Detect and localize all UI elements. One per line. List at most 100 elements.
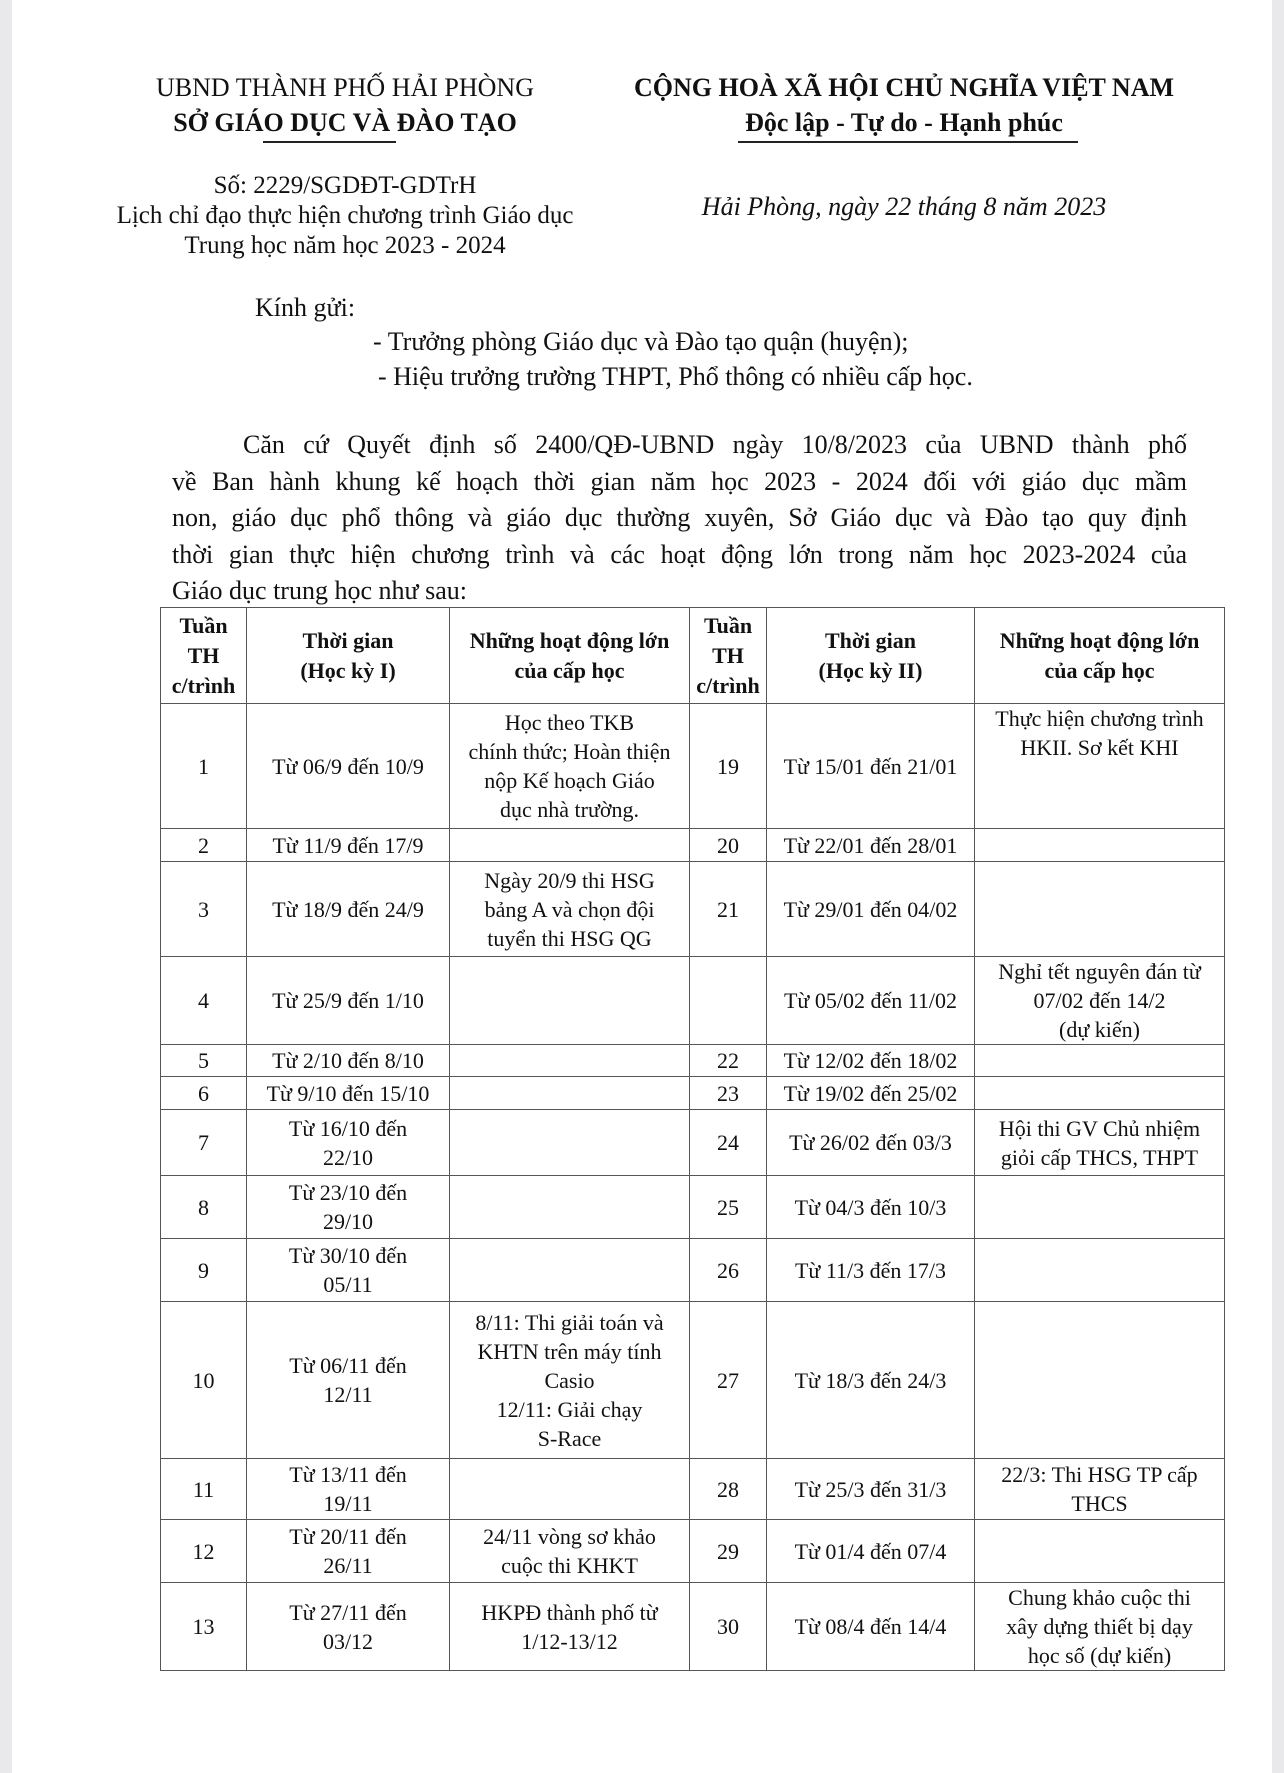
activities-hk1-cell: HKPĐ thành phố từ 1/12-13/12 — [449, 1582, 690, 1671]
schedule-table: Tuần TH c/trình Thời gian (Học kỳ I) Những… — [160, 607, 1225, 1671]
activities-hk2-cell — [974, 1301, 1225, 1459]
table-row: 9 Từ 30/10 đến 05/11 26 Từ 11/3 đến 17/3 — [160, 1238, 1225, 1302]
body-line: Căn cứ Quyết định số 2400/QĐ-UBND ngày 1… — [243, 430, 1187, 459]
week-hk2-cell: 19 — [689, 703, 767, 829]
header-activities-hk2: Những hoạt động lớn của cấp học — [974, 607, 1225, 704]
time-hk2-cell: Từ 01/4 đến 07/4 — [766, 1519, 975, 1583]
time-hk2-cell: Từ 22/01 đến 28/01 — [766, 828, 975, 862]
activities-hk1-cell — [449, 1458, 690, 1520]
table-row: 1 Từ 06/9 đến 10/9 Học theo TKB chính thức… — [160, 703, 1225, 829]
week-hk1-cell: 6 — [160, 1076, 247, 1110]
week-hk2-cell: 21 — [689, 861, 767, 957]
activities-hk1-cell: 24/11 vòng sơ khảo cuộc thi KHKT — [449, 1519, 690, 1583]
issuer-department: SỞ GIÁO DỤC VÀ ĐÀO TẠO — [173, 108, 517, 137]
activities-hk1-cell — [449, 1109, 690, 1176]
week-hk1-cell: 13 — [160, 1582, 247, 1671]
activities-hk2-cell: Hội thi GV Chủ nhiệm giỏi cấp THCS, THPT — [974, 1109, 1225, 1176]
recipient-item: - Trưởng phòng Giáo dục và Đào tạo quận … — [373, 327, 909, 356]
activities-hk2-cell: 22/3: Thi HSG TP cấp THCS — [974, 1458, 1225, 1520]
activities-hk1-cell: Ngày 20/9 thi HSG bảng A và chọn đội tuy… — [449, 861, 690, 957]
time-hk2-cell: Từ 08/4 đến 14/4 — [766, 1582, 975, 1671]
recipients-label: Kính gửi: — [255, 293, 356, 322]
table-row: 11 Từ 13/11 đến 19/11 28 Từ 25/3 đến 31/3 22… — [160, 1458, 1225, 1520]
time-hk2-cell: Từ 05/02 đến 11/02 — [766, 956, 975, 1045]
document-number: Số: 2229/SGDĐT-GDTrH — [213, 172, 477, 199]
time-hk1-cell: Từ 23/10 đến 29/10 — [246, 1175, 450, 1239]
week-hk2-cell: 25 — [689, 1175, 767, 1239]
week-hk1-cell: 9 — [160, 1238, 247, 1302]
time-hk2-cell: Từ 19/02 đến 25/02 — [766, 1076, 975, 1110]
week-hk2-cell: 28 — [689, 1458, 767, 1520]
national-motto: Độc lập - Tự do - Hạnh phúc — [745, 108, 1063, 137]
page-edge-left — [0, 0, 12, 1773]
week-hk1-cell: 2 — [160, 828, 247, 862]
time-hk2-cell: Từ 12/02 đến 18/02 — [766, 1044, 975, 1077]
week-hk2-cell: 24 — [689, 1109, 767, 1176]
time-hk1-cell: Từ 06/11 đến 12/11 — [246, 1301, 450, 1459]
activities-hk1-cell: Học theo TKB chính thức; Hoàn thiện nộp … — [449, 703, 690, 829]
activities-hk2-cell — [974, 1044, 1225, 1077]
week-hk2-cell: 23 — [689, 1076, 767, 1110]
body-line: non, giáo dục phổ thông và giáo dục thườ… — [172, 503, 1187, 532]
table-row: 8 Từ 23/10 đến 29/10 25 Từ 04/3 đến 10/3 — [160, 1175, 1225, 1239]
time-hk2-cell: Từ 15/01 đến 21/01 — [766, 703, 975, 829]
week-hk2-cell: 22 — [689, 1044, 767, 1077]
week-hk1-cell: 4 — [160, 956, 247, 1045]
body-line: Giáo dục trung học như sau: — [172, 576, 467, 605]
table-header-row: Tuần TH c/trình Thời gian (Học kỳ I) Những… — [160, 607, 1225, 704]
week-hk2-cell: 27 — [689, 1301, 767, 1459]
activities-hk2-cell — [974, 1238, 1225, 1302]
table-row: 2 Từ 11/9 đến 17/9 20 Từ 22/01 đến 28/01 — [160, 828, 1225, 862]
table-row: 7 Từ 16/10 đến 22/10 24 Từ 26/02 đến 03/3 Hộ… — [160, 1109, 1225, 1176]
place-date: Hải Phòng, ngày 22 tháng 8 năm 2023 — [701, 192, 1107, 221]
week-hk1-cell: 12 — [160, 1519, 247, 1583]
table-row: 4 Từ 25/9 đến 1/10 Từ 05/02 đến 11/02 Nghỉ … — [160, 956, 1225, 1045]
header-week-hk1: Tuần TH c/trình — [160, 607, 247, 704]
activities-hk2-cell — [974, 1076, 1225, 1110]
body-line: thời gian thực hiện chương trình và các … — [172, 539, 1187, 569]
time-hk1-cell: Từ 9/10 đến 15/10 — [246, 1076, 450, 1110]
activities-hk1-cell — [449, 1175, 690, 1239]
activities-hk2-cell: Nghỉ tết nguyên đán từ 07/02 đến 14/2 (d… — [974, 956, 1225, 1045]
time-hk2-cell: Từ 04/3 đến 10/3 — [766, 1175, 975, 1239]
activities-hk1-cell — [449, 956, 690, 1045]
week-hk2-cell: 26 — [689, 1238, 767, 1302]
header-time-hk1: Thời gian (Học kỳ I) — [246, 607, 450, 704]
document-subject-line1: Lịch chỉ đạo thực hiện chương trình Giáo… — [116, 202, 574, 229]
time-hk2-cell: Từ 11/3 đến 17/3 — [766, 1238, 975, 1302]
table-row: 5 Từ 2/10 đến 8/10 22 Từ 12/02 đến 18/02 — [160, 1044, 1225, 1077]
activities-hk1-cell — [449, 1076, 690, 1110]
activities-hk1-cell: 8/11: Thi giải toán và KHTN trên máy tín… — [449, 1301, 690, 1459]
week-hk1-cell: 7 — [160, 1109, 247, 1176]
time-hk2-cell: Từ 25/3 đến 31/3 — [766, 1458, 975, 1520]
body-paragraph: Căn cứ Quyết định số 2400/QĐ-UBND ngày 1… — [172, 427, 1187, 610]
activities-hk2-cell — [974, 1175, 1225, 1239]
activities-hk1-cell — [449, 1044, 690, 1077]
time-hk1-cell: Từ 13/11 đến 19/11 — [246, 1458, 450, 1520]
time-hk1-cell: Từ 06/9 đến 10/9 — [246, 703, 450, 829]
time-hk1-cell: Từ 16/10 đến 22/10 — [246, 1109, 450, 1176]
table-row: 12 Từ 20/11 đến 26/11 24/11 vòng sơ khảo c… — [160, 1519, 1225, 1583]
activities-hk2-cell: Chung khảo cuộc thi xây dựng thiết bị dạ… — [974, 1582, 1225, 1671]
activities-hk1-cell — [449, 828, 690, 862]
time-hk1-cell: Từ 27/11 đến 03/12 — [246, 1582, 450, 1671]
recipient-item: - Hiệu trưởng trường THPT, Phổ thông có … — [378, 362, 973, 391]
activities-hk2-cell: Thực hiện chương trình HKII. Sơ kết KHI — [974, 703, 1225, 829]
activities-hk2-cell — [974, 861, 1225, 957]
week-hk1-cell: 5 — [160, 1044, 247, 1077]
time-hk2-cell: Từ 29/01 đến 04/02 — [766, 861, 975, 957]
motto-underline — [738, 141, 1078, 143]
document-subject-line2: Trung học năm học 2023 - 2024 — [184, 232, 506, 259]
time-hk1-cell: Từ 25/9 đến 1/10 — [246, 956, 450, 1045]
page-edge-right — [1272, 0, 1284, 1773]
issuer-authority: UBND THÀNH PHỐ HẢI PHÒNG — [156, 73, 534, 102]
activities-hk2-cell — [974, 1519, 1225, 1583]
time-hk1-cell: Từ 11/9 đến 17/9 — [246, 828, 450, 862]
week-hk2-cell: 30 — [689, 1582, 767, 1671]
week-hk2-cell: 29 — [689, 1519, 767, 1583]
body-line: về Ban hành khung kế hoạch thời gian năm… — [172, 466, 1187, 496]
time-hk1-cell: Từ 30/10 đến 05/11 — [246, 1238, 450, 1302]
activities-hk1-cell — [449, 1238, 690, 1302]
week-hk1-cell: 11 — [160, 1458, 247, 1520]
table-row: 3 Từ 18/9 đến 24/9 Ngày 20/9 thi HSG bảng … — [160, 861, 1225, 957]
